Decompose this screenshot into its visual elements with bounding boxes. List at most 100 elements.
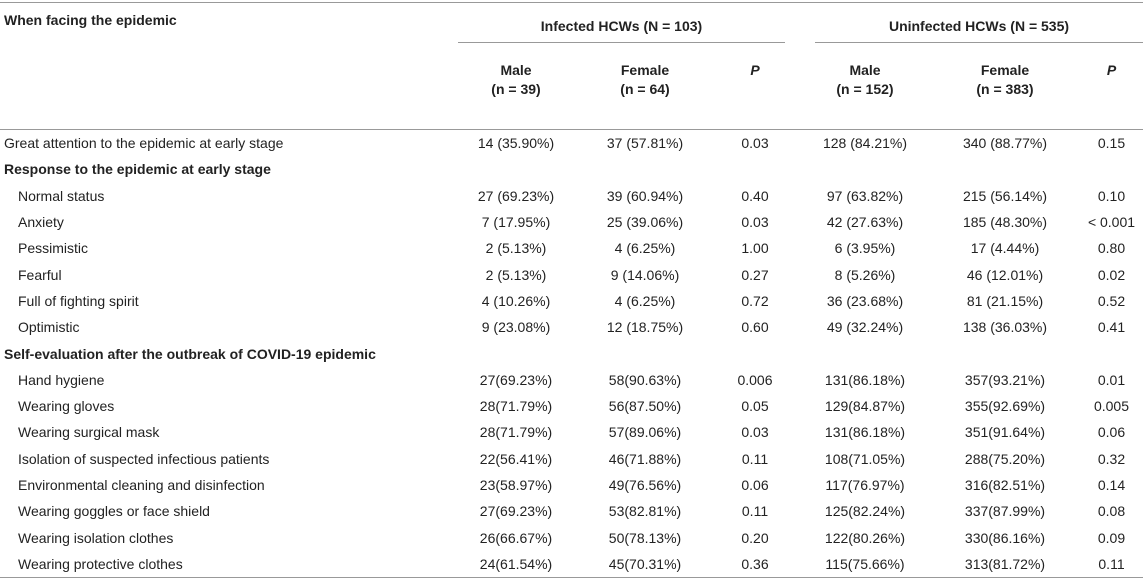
cell: 313(81.72%) bbox=[964, 555, 1046, 572]
section-row: Response to the epidemic at early stage bbox=[0, 156, 1143, 182]
cell: 0.06 bbox=[741, 477, 769, 493]
cell: 2 (5.13%) bbox=[485, 240, 547, 257]
cell: 23(58.97%) bbox=[479, 477, 553, 493]
cell: 340 (88.77%) bbox=[962, 135, 1048, 152]
cell: 14 (35.90%) bbox=[477, 135, 555, 152]
column-label: Male bbox=[500, 62, 532, 78]
cell: 27(69.23%) bbox=[479, 371, 553, 388]
data-row: Pessimistic 2 (5.13%) 4 (6.25%) 1.00 6 (3.95… bbox=[0, 235, 1143, 261]
cell: 17 (4.44%) bbox=[970, 240, 1040, 257]
row-label: Hand hygiene bbox=[18, 371, 105, 388]
cell: 108(71.05%) bbox=[824, 450, 906, 467]
cell: 26(66.67%) bbox=[479, 529, 553, 546]
cell: 0.27 bbox=[741, 266, 769, 283]
cell: 0.10 bbox=[1097, 187, 1126, 204]
column-n: (n = 152) bbox=[836, 81, 894, 97]
column-header: Male (n = 39) bbox=[452, 49, 580, 130]
cell: 12 (18.75%) bbox=[606, 319, 684, 336]
data-row: Anxiety 7 (17.95%) 25 (39.06%) 0.03 42 (27.6… bbox=[0, 209, 1143, 235]
cell: 0.14 bbox=[1097, 477, 1126, 493]
data-row: Optimistic 9 (23.08%) 12 (18.75%) 0.60 49 (3… bbox=[0, 314, 1143, 340]
cell: 357(93.21%) bbox=[964, 371, 1046, 388]
cell: 0.32 bbox=[1097, 450, 1126, 467]
data-row: Environmental cleaning and disinfection 2… bbox=[0, 472, 1143, 498]
cell: 7 (17.95%) bbox=[481, 214, 551, 231]
cell: 0.40 bbox=[741, 187, 769, 204]
cell: 36 (23.68%) bbox=[826, 292, 904, 309]
cell: 46 (12.01%) bbox=[966, 266, 1044, 283]
cell: 0.36 bbox=[741, 555, 769, 572]
row-label: Optimistic bbox=[18, 319, 80, 336]
header-label: When facing the epidemic bbox=[4, 12, 177, 28]
cell: 0.03 bbox=[741, 214, 769, 231]
row-label: Wearing protective clothes bbox=[18, 555, 183, 572]
cell: 115(75.66%) bbox=[825, 555, 905, 572]
cell: 125(82.24%) bbox=[824, 503, 906, 520]
cell: 138 (36.03%) bbox=[962, 319, 1048, 336]
cell: 0.09 bbox=[1097, 529, 1126, 546]
cell: 46(71.88%) bbox=[608, 450, 682, 467]
cell: 49 (32.24%) bbox=[826, 319, 904, 336]
data-row: Isolation of suspected infectious patien… bbox=[0, 446, 1143, 472]
data-row: Wearing isolation clothes 26(66.67%) 50(78… bbox=[0, 524, 1143, 550]
data-row: Normal status 27 (69.23%) 39 (60.94%) 0.40 9… bbox=[0, 183, 1143, 209]
column-label: P bbox=[750, 62, 760, 78]
cell: 122(80.26%) bbox=[824, 529, 906, 546]
row-label: Full of fighting spirit bbox=[18, 292, 139, 309]
group-label: Uninfected HCWs (N = 535) bbox=[815, 9, 1143, 43]
cell: 56(87.50%) bbox=[608, 398, 682, 415]
cell: 4 (6.25%) bbox=[614, 292, 676, 309]
cell: 0.03 bbox=[741, 424, 769, 441]
column-header: P bbox=[710, 49, 800, 130]
cell: 53(82.81%) bbox=[608, 503, 682, 520]
cell: 0.72 bbox=[741, 292, 769, 309]
group-header-row: When facing the epidemic Infected HCWs (… bbox=[0, 3, 1143, 50]
cell: 0.60 bbox=[741, 319, 769, 336]
cell: 0.11 bbox=[741, 503, 769, 520]
row-label: Fearful bbox=[18, 266, 62, 283]
cell: 355(92.69%) bbox=[964, 398, 1046, 415]
cell: 0.005 bbox=[1093, 398, 1130, 415]
cell: 8 (5.26%) bbox=[834, 266, 896, 283]
cell: 0.11 bbox=[741, 450, 769, 467]
cell: 39 (60.94%) bbox=[606, 187, 684, 204]
cell: 81 (21.15%) bbox=[966, 292, 1044, 309]
cell: 0.06 bbox=[1097, 424, 1126, 441]
data-row: Wearing surgical mask 28(71.79%) 57(89.06%… bbox=[0, 419, 1143, 445]
data-row: Hand hygiene 27(69.23%) 58(90.63%) 0.006 131… bbox=[0, 367, 1143, 393]
cell: 0.11 bbox=[1098, 555, 1125, 572]
cell: 4 (10.26%) bbox=[481, 292, 551, 309]
cell: 0.15 bbox=[1097, 135, 1126, 152]
cell: 0.52 bbox=[1097, 292, 1126, 309]
row-label: Wearing isolation clothes bbox=[18, 529, 174, 546]
row-label: Pessimistic bbox=[18, 240, 89, 257]
column-header: P bbox=[1080, 49, 1143, 130]
cell: 351(91.64%) bbox=[964, 424, 1046, 441]
section-row: Self-evaluation after the outbreak of CO… bbox=[0, 340, 1143, 366]
row-label: Isolation of suspected infectious patien… bbox=[18, 450, 270, 467]
data-row: Full of fighting spirit 4 (10.26%) 4 (6.25… bbox=[0, 288, 1143, 314]
cell: 131(86.18%) bbox=[824, 424, 906, 441]
cell: 28(71.79%) bbox=[479, 398, 553, 415]
table-body: Great attention to the epidemic at early… bbox=[0, 130, 1143, 578]
cell: 27 (69.23%) bbox=[477, 187, 555, 204]
column-label: Male bbox=[849, 62, 881, 78]
cell: 0.20 bbox=[741, 529, 769, 546]
cell: 6 (3.95%) bbox=[834, 240, 896, 257]
cell: 215 (56.14%) bbox=[962, 187, 1048, 204]
cell: 25 (39.06%) bbox=[606, 214, 684, 231]
column-header: Male (n = 152) bbox=[800, 49, 930, 130]
cell: 27(69.23%) bbox=[479, 503, 553, 520]
column-label: Female bbox=[620, 62, 670, 78]
cell: 316(82.51%) bbox=[964, 477, 1046, 493]
group-header: Infected HCWs (N = 103) bbox=[452, 3, 800, 50]
column-label: P bbox=[1106, 62, 1117, 78]
row-label: Anxiety bbox=[18, 214, 64, 231]
row-label: Normal status bbox=[18, 187, 105, 204]
row-label: Environmental cleaning and disinfection bbox=[18, 477, 265, 493]
cell: 45(70.31%) bbox=[608, 555, 682, 572]
column-n: (n = 64) bbox=[620, 81, 670, 97]
cell: 337(87.99%) bbox=[964, 503, 1046, 520]
